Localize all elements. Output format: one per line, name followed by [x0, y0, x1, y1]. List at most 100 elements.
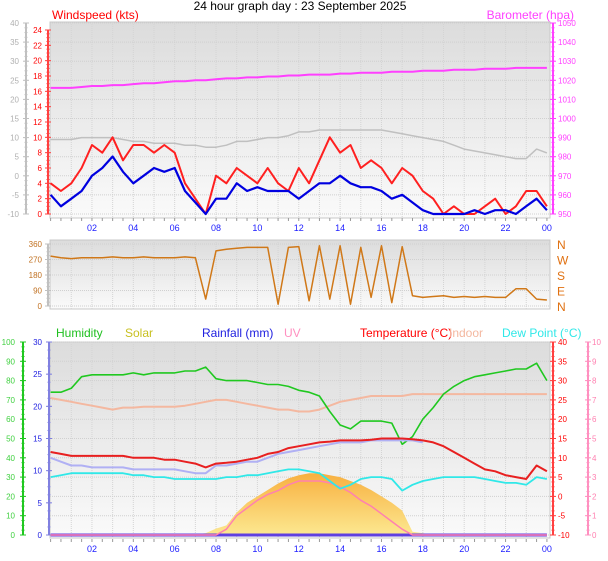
temperature-axis-tick-label: 30	[558, 377, 567, 386]
humidity-axis-tick-label: 20	[6, 492, 15, 501]
wind-direction-line	[50, 244, 547, 306]
barometer-line	[50, 66, 547, 89]
x-tick-label: 18	[418, 544, 428, 554]
x-tick-label: 00	[542, 544, 552, 554]
humidity-axis-tick-label: 50	[6, 435, 15, 444]
uv-axis-tick-label: 5	[592, 435, 597, 444]
wind-panel	[49, 21, 551, 219]
windspeed-axis-tick-label: 14	[33, 103, 42, 112]
x-tick-label: 02	[87, 223, 97, 233]
outer-axis-tick-label: 25	[10, 76, 19, 85]
outer-axis-tick-label: -10	[7, 210, 19, 219]
humidity-axis-tick-label: 90	[6, 357, 15, 366]
indoor-temperature-line	[50, 393, 547, 413]
humidity-axis-tick-label: 0	[11, 531, 16, 540]
direction-axis-tick-label: 360	[29, 240, 43, 249]
rainfall-label: Rainfall (mm)	[202, 326, 273, 340]
barometer-axis-tick-label: 1020	[558, 76, 576, 85]
barometer-axis-tick-label: 970	[558, 172, 572, 181]
x-tick-label: 20	[459, 223, 469, 233]
temperature-label: Temperature (°C)	[360, 326, 452, 340]
uv-axis-tick-label: 9	[592, 357, 597, 366]
wind-plot: -10-505101520253035400246810121416182022…	[7, 19, 576, 233]
outer-axis-tick-label: 10	[10, 134, 19, 143]
barometer-axis-tick-label: 1050	[558, 19, 576, 28]
barometer-axis-tick-label: 1010	[558, 95, 576, 104]
temperature-axis-tick-label: 5	[558, 473, 563, 482]
temperature-axis-tick-label: 10	[558, 454, 567, 463]
dew-point-line	[50, 468, 548, 492]
temperature-plot: 0102030405060708090100051015202530-10-50…	[2, 338, 602, 554]
outer-axis-tick-label: 5	[15, 153, 20, 162]
solar-area	[50, 473, 547, 535]
outer-axis-tick-label: 15	[10, 115, 19, 124]
humidity-label: Humidity	[56, 326, 103, 340]
windspeed-label: Windspeed (kts)	[52, 8, 139, 22]
humidity-axis-tick-label: 100	[2, 338, 16, 347]
x-tick-label: 16	[376, 544, 386, 554]
uv-axis-tick-label: 10	[592, 338, 601, 347]
temperature-axis-tick-label: 40	[558, 338, 567, 347]
temperature-axis-tick-label: -5	[558, 512, 566, 521]
x-tick-label: 14	[335, 223, 345, 233]
x-tick-label: 06	[170, 544, 180, 554]
windspeed-axis-tick-label: 18	[33, 72, 42, 81]
solar-label: Solar	[125, 326, 153, 340]
direction-axis-tick-label: 90	[33, 287, 42, 296]
barometer-axis-tick-label: 960	[558, 191, 572, 200]
direction-axis-tick-label: 180	[29, 271, 43, 280]
windspeed-axis-tick-label: 2	[38, 195, 43, 204]
direction-axis-tick-label: 0	[38, 302, 43, 311]
compass-label: W	[557, 254, 569, 268]
x-tick-label: 12	[294, 223, 304, 233]
outer-axis-tick-label: -5	[12, 191, 20, 200]
windspeed-axis-tick-label: 24	[33, 26, 42, 35]
windspeed-axis-tick-label: 10	[33, 133, 42, 142]
uv-axis-tick-label: 1	[592, 512, 597, 521]
humidity-axis-tick-label: 70	[6, 396, 15, 405]
humidity-axis-tick-label: 10	[6, 512, 15, 521]
indoor-label: Indoor	[449, 326, 483, 340]
compass-label: N	[557, 300, 566, 314]
apparent-temperature-line	[50, 439, 423, 475]
rainfall-axis-tick-label: 25	[33, 370, 42, 379]
direction-axis-tick-label: 270	[29, 256, 43, 265]
uv-axis-tick-label: 3	[592, 473, 597, 482]
windspeed-axis-tick-label: 20	[33, 57, 42, 66]
barometer-axis-tick-label: 990	[558, 134, 572, 143]
compass-label: E	[557, 285, 565, 299]
uv-axis-tick-label: 2	[592, 492, 597, 501]
x-tick-label: 20	[459, 544, 469, 554]
graph-title: 24 hour graph day : 23 September 2025	[194, 0, 407, 13]
x-tick-label: 04	[128, 544, 138, 554]
x-tick-label: 10	[252, 544, 262, 554]
rainfall-axis-tick-label: 30	[33, 338, 42, 347]
uv-axis-tick-label: 7	[592, 396, 597, 405]
x-tick-label: 16	[376, 223, 386, 233]
barometer-axis-tick-label: 1000	[558, 115, 576, 124]
outer-axis-tick-label: 30	[10, 57, 19, 66]
compass-label: S	[557, 269, 565, 283]
temperature-axis-tick-label: 15	[558, 435, 567, 444]
windspeed-axis-tick-label: 0	[38, 210, 43, 219]
temperature-axis-tick-label: 20	[558, 415, 567, 424]
windspeed-axis-tick-label: 4	[38, 179, 43, 188]
windspeed-axis-tick-label: 8	[38, 149, 43, 158]
outer-axis-tick-label: 20	[10, 95, 19, 104]
outer-axis-tick-label: 40	[10, 19, 19, 28]
barometer-axis-tick-label: 1030	[558, 57, 576, 66]
barometer-axis-tick-label: 950	[558, 210, 572, 219]
uv-axis-tick-label: 8	[592, 377, 597, 386]
x-tick-label: 00	[542, 223, 552, 233]
grey-series-line	[50, 129, 548, 160]
barometer-label: Barometer (hpa)	[487, 8, 574, 22]
compass-label: N	[557, 238, 566, 252]
x-tick-label: 14	[335, 544, 345, 554]
wind-average-line	[49, 155, 548, 216]
x-tick-label: 08	[211, 223, 221, 233]
x-tick-label: 10	[252, 223, 262, 233]
x-tick-label: 04	[128, 223, 138, 233]
x-tick-label: 12	[294, 544, 304, 554]
windspeed-axis-tick-label: 6	[38, 164, 43, 173]
